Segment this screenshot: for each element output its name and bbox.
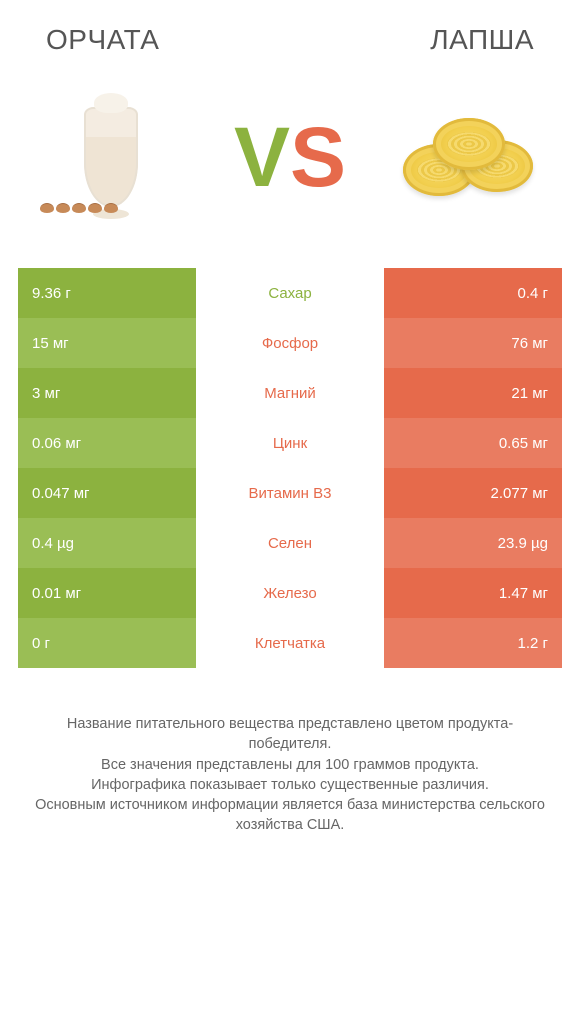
nutrient-label: Цинк	[196, 418, 384, 468]
footnote-line: Инфографика показывает только существенн…	[26, 775, 554, 795]
nutrient-label: Сахар	[196, 268, 384, 318]
horchata-glass-icon	[84, 107, 138, 207]
footnote-line: Все значения представлены для 100 граммо…	[26, 755, 554, 775]
right-image	[394, 82, 544, 232]
left-title: ОРЧАТА	[46, 24, 159, 56]
left-value: 0.4 µg	[18, 518, 196, 568]
nutrient-label: Магний	[196, 368, 384, 418]
footnote-line: Основным источником информации является …	[26, 795, 554, 836]
vs-s: S	[290, 110, 346, 204]
right-value: 1.47 мг	[384, 568, 562, 618]
right-value: 0.65 мг	[384, 418, 562, 468]
images-row: VS	[18, 72, 562, 242]
nutrient-label: Селен	[196, 518, 384, 568]
nutrient-label: Фосфор	[196, 318, 384, 368]
vs-label: VS	[234, 115, 346, 199]
vs-v: V	[234, 110, 290, 204]
left-value: 9.36 г	[18, 268, 196, 318]
table-row: 0.4 µgСелен23.9 µg	[18, 518, 562, 568]
left-value: 0 г	[18, 618, 196, 668]
table-row: 0.06 мгЦинк0.65 мг	[18, 418, 562, 468]
left-image	[36, 82, 186, 232]
right-value: 23.9 µg	[384, 518, 562, 568]
right-value: 76 мг	[384, 318, 562, 368]
left-value: 0.06 мг	[18, 418, 196, 468]
right-value: 1.2 г	[384, 618, 562, 668]
footnote: Название питательного вещества представл…	[18, 714, 562, 836]
table-row: 0 гКлетчатка1.2 г	[18, 618, 562, 668]
footnote-line: Название питательного вещества представл…	[26, 714, 554, 755]
comparison-table: 9.36 гСахар0.4 г15 мгФосфор76 мг3 мгМагн…	[18, 268, 562, 668]
left-value: 3 мг	[18, 368, 196, 418]
header: ОРЧАТА ЛАПША	[18, 24, 562, 56]
left-value: 0.047 мг	[18, 468, 196, 518]
nutrient-label: Клетчатка	[196, 618, 384, 668]
table-row: 15 мгФосфор76 мг	[18, 318, 562, 368]
pasta-icon	[399, 114, 539, 200]
left-value: 15 мг	[18, 318, 196, 368]
nutrient-label: Витамин B3	[196, 468, 384, 518]
table-row: 0.047 мгВитамин B32.077 мг	[18, 468, 562, 518]
table-row: 0.01 мгЖелезо1.47 мг	[18, 568, 562, 618]
nutrient-label: Железо	[196, 568, 384, 618]
table-row: 9.36 гСахар0.4 г	[18, 268, 562, 318]
right-value: 2.077 мг	[384, 468, 562, 518]
right-value: 21 мг	[384, 368, 562, 418]
left-value: 0.01 мг	[18, 568, 196, 618]
table-row: 3 мгМагний21 мг	[18, 368, 562, 418]
right-value: 0.4 г	[384, 268, 562, 318]
almonds-icon	[40, 203, 118, 213]
right-title: ЛАПША	[430, 24, 534, 56]
